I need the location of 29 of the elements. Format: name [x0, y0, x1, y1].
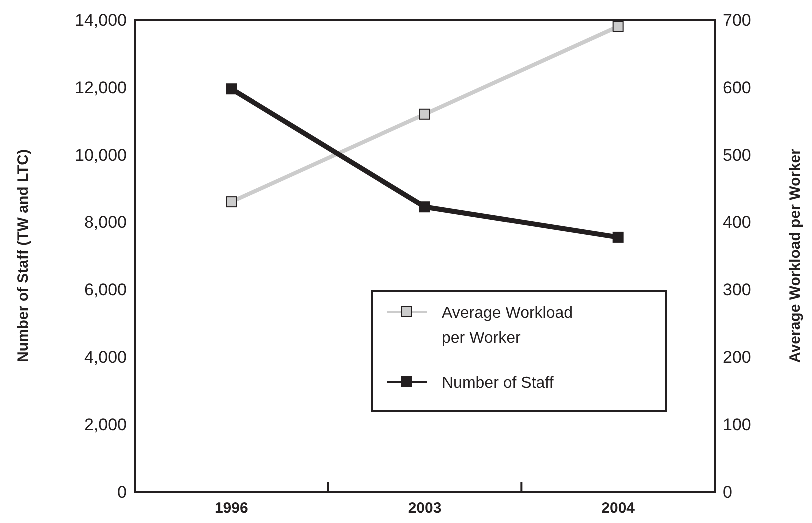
- y-tick-label: 0: [118, 482, 127, 502]
- y2-tick-label: 400: [723, 213, 752, 232]
- point: [420, 108, 430, 120]
- y2-tick-label: 700: [723, 10, 752, 30]
- y-tick-label: 2,000: [84, 416, 127, 435]
- y-axis-title: Number of Staff (TW and LTC): [15, 149, 32, 363]
- point: [226, 196, 238, 208]
- y2-tick-label: 500: [723, 146, 752, 165]
- y-tick-label: 10,000: [75, 146, 127, 165]
- y2-tick-label: 600: [723, 78, 752, 98]
- legend-label: Number of Staff: [442, 375, 554, 392]
- y2-tick-label: 100: [723, 416, 752, 435]
- y-tick-label: 14,000: [75, 10, 127, 30]
- point: [612, 21, 624, 32]
- y2-tick-label: 300: [723, 280, 752, 300]
- legend-label: Average Workload per Worker: [442, 305, 574, 347]
- x-tick-label: 2004: [602, 500, 636, 517]
- x-tick-label: 1996: [214, 500, 248, 517]
- y-tick-label: 4,000: [84, 348, 127, 368]
- y-tick-label: 6,000: [84, 280, 127, 300]
- point: [612, 232, 624, 243]
- y-tick-label: 8,000: [84, 213, 127, 232]
- y-tick-label: 12,000: [75, 78, 127, 98]
- point: [226, 84, 238, 95]
- y2-axis-title: Average Workload per Worker: [787, 148, 804, 363]
- y2-tick-label: 200: [723, 348, 752, 368]
- point: [420, 202, 430, 213]
- y2-tick-label: 0: [723, 482, 732, 502]
- x-tick-label: 2003: [408, 500, 442, 517]
